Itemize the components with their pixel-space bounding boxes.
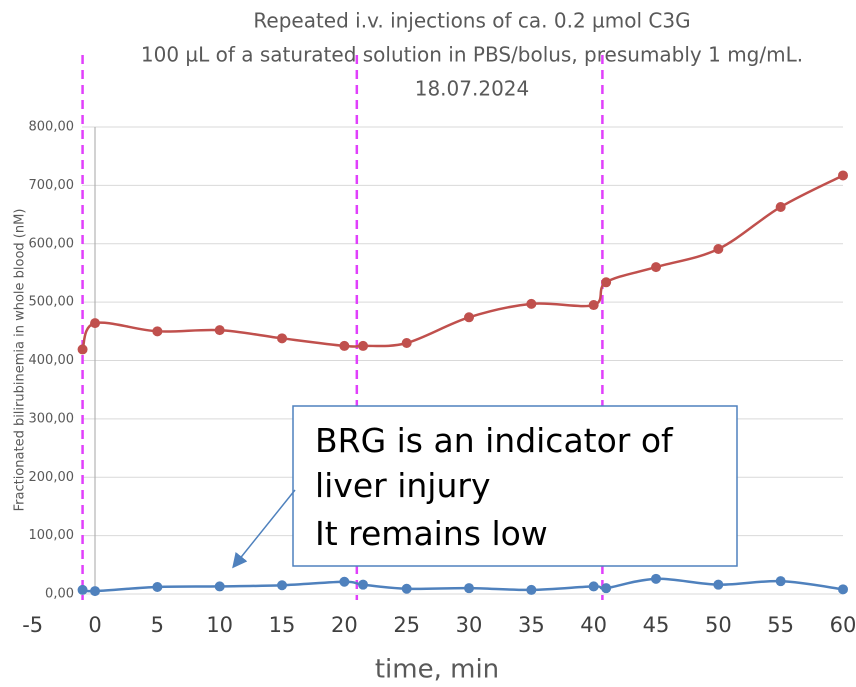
annotation-box xyxy=(292,405,738,567)
data-point xyxy=(601,277,612,288)
y-axis-label: Fractionated bilirubinemia in whole bloo… xyxy=(13,209,28,512)
y-tick-label: 200,00 xyxy=(29,470,75,485)
x-tick-label: 40 xyxy=(580,613,607,637)
data-point xyxy=(713,579,724,590)
x-tick-label: 35 xyxy=(518,613,545,637)
data-point xyxy=(358,340,369,351)
data-point xyxy=(713,244,724,255)
data-point xyxy=(651,573,662,584)
data-point xyxy=(90,586,101,597)
y-tick-label: 600,00 xyxy=(29,236,75,251)
x-tick-label: 25 xyxy=(393,613,420,637)
data-point xyxy=(526,584,537,595)
chart-title: 100 µL of a saturated solution in PBS/bo… xyxy=(141,43,803,67)
x-tick-label: 50 xyxy=(705,613,732,637)
data-point xyxy=(775,576,786,587)
data-point xyxy=(401,337,412,348)
data-point xyxy=(77,344,88,355)
data-point xyxy=(464,583,475,594)
x-tick-label: -5 xyxy=(22,613,43,637)
series-line xyxy=(81,174,844,350)
data-point xyxy=(277,580,288,591)
data-point xyxy=(152,581,163,592)
data-point xyxy=(358,579,369,590)
data-point xyxy=(339,340,350,351)
grid xyxy=(82,126,843,595)
x-tick-label: 60 xyxy=(830,613,856,637)
annotation-text: BRG is an indicator of xyxy=(315,421,674,460)
data-point xyxy=(277,333,288,344)
data-point xyxy=(214,325,225,336)
y-tick-label: 100,00 xyxy=(29,528,75,543)
data-point xyxy=(90,318,101,329)
data-point xyxy=(214,581,225,592)
data-point xyxy=(838,584,848,595)
y-tick-label: 700,00 xyxy=(29,178,75,193)
annotation-arrow xyxy=(232,489,296,569)
y-tick-label: 500,00 xyxy=(29,295,75,310)
chart-title: Repeated i.v. injections of ca. 0.2 µmol… xyxy=(253,9,690,33)
x-tick-label: 20 xyxy=(331,613,358,637)
x-tick-label: 45 xyxy=(643,613,670,637)
x-tick-label: 15 xyxy=(269,613,296,637)
x-tick-label: 5 xyxy=(151,613,164,637)
series-line xyxy=(82,577,844,593)
data-point xyxy=(651,262,662,273)
y-tick-label: 800,00 xyxy=(29,120,75,135)
annotation-text: liver injury xyxy=(315,466,491,505)
data-point xyxy=(526,298,537,309)
y-tick-label: 300,00 xyxy=(29,411,75,426)
data-point xyxy=(588,300,599,311)
y-tick-label: 0,00 xyxy=(45,587,74,602)
data-point xyxy=(339,576,350,587)
x-tick-label: 0 xyxy=(88,613,101,637)
annotation-text: It remains low xyxy=(315,514,548,553)
x-axis-label: time, min xyxy=(375,655,499,685)
data-point xyxy=(775,201,786,212)
data-point xyxy=(464,312,475,323)
data-point xyxy=(152,326,163,337)
data-point xyxy=(401,583,412,594)
x-tick-label: 30 xyxy=(456,613,483,637)
x-tick-label: 10 xyxy=(206,613,233,637)
data-point xyxy=(601,583,612,594)
chart-title: 18.07.2024 xyxy=(415,77,530,101)
data-point xyxy=(588,581,599,592)
x-tick-label: 55 xyxy=(767,613,794,637)
data-point xyxy=(77,584,88,595)
data-point xyxy=(838,170,848,181)
y-tick-label: 400,00 xyxy=(29,353,75,368)
